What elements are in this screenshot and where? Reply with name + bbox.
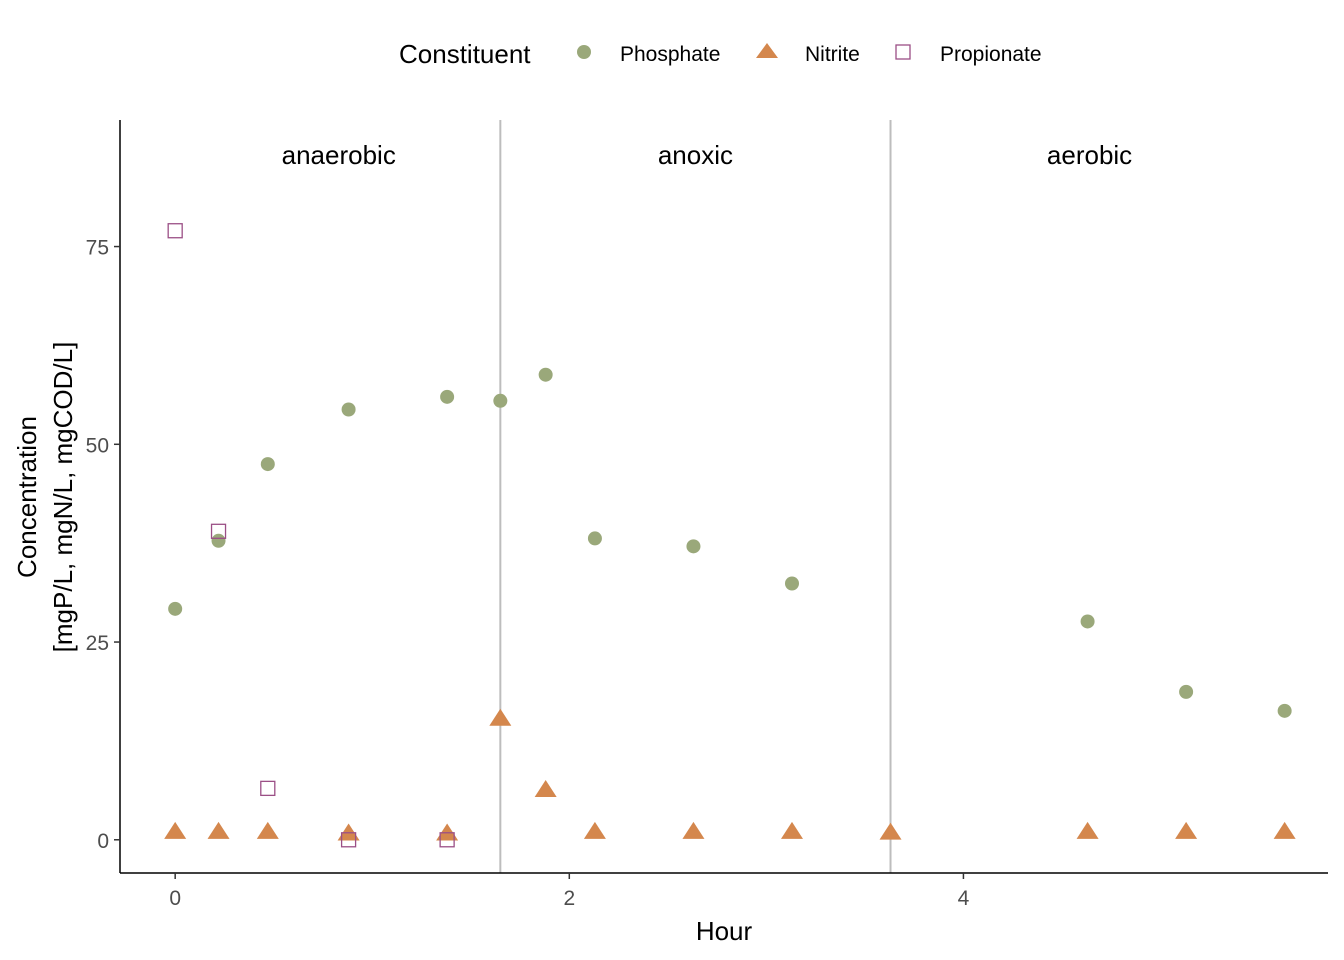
point-nitrite-4 xyxy=(436,823,459,841)
y-axis-title: Concentration [mgP/L, mgN/L, mgCOD/L] xyxy=(12,342,78,653)
point-nitrite-8 xyxy=(682,821,705,839)
phase-label-aerobic: aerobic xyxy=(1047,140,1132,170)
point-propionate-0 xyxy=(167,223,183,239)
y-tick-label-0: 0 xyxy=(97,830,109,853)
legend-key-propionate xyxy=(895,44,911,60)
point-phosphate-7 xyxy=(587,531,602,546)
y-tick-label-25: 25 xyxy=(86,632,109,655)
legend-label-nitrite: Nitrite xyxy=(805,43,860,66)
point-nitrite-0 xyxy=(164,821,187,839)
phase-labels: anaerobic anoxic aerobic xyxy=(282,140,1133,170)
legend-key-nitrite xyxy=(756,43,778,58)
point-phosphate-9 xyxy=(784,576,799,591)
point-nitrite-5 xyxy=(489,708,512,726)
phase-label-anaerobic: anaerobic xyxy=(282,140,396,170)
point-nitrite-7 xyxy=(583,821,606,839)
y-axis-title-line-2: [mgP/L, mgN/L, mgCOD/L] xyxy=(48,342,78,653)
point-nitrite-11 xyxy=(1076,821,1099,839)
point-propionate-3 xyxy=(340,832,357,848)
y-tick-label-50: 50 xyxy=(86,434,109,457)
x-axis-title: Hour xyxy=(696,916,753,946)
point-phosphate-6 xyxy=(538,367,553,382)
point-phosphate-11 xyxy=(1179,684,1194,699)
legend-title: Constituent xyxy=(399,39,531,69)
x-tick-label-4: 4 xyxy=(958,887,970,910)
point-phosphate-1 xyxy=(211,533,226,548)
x-tick-label-0: 0 xyxy=(169,887,181,910)
legend-label-propionate: Propionate xyxy=(940,43,1042,66)
point-phosphate-5 xyxy=(493,393,508,408)
point-phosphate-10 xyxy=(1080,614,1095,629)
x-axis-ticks: 0 2 4 xyxy=(169,873,970,910)
point-nitrite-10 xyxy=(879,822,902,840)
point-phosphate-3 xyxy=(341,402,356,417)
point-nitrite-3 xyxy=(337,823,360,841)
point-propionate-2 xyxy=(260,780,276,797)
legend-key-phosphate xyxy=(577,45,591,59)
point-nitrite-12 xyxy=(1175,821,1198,839)
point-phosphate-12 xyxy=(1277,703,1292,718)
point-nitrite-13 xyxy=(1273,821,1296,839)
point-phosphate-2 xyxy=(260,457,275,472)
phase-boundaries xyxy=(499,120,892,873)
y-axis-ticks: 0 25 50 75 xyxy=(86,237,120,853)
x-tick-label-2: 2 xyxy=(563,887,575,910)
point-phosphate-8 xyxy=(686,539,701,554)
legend: Constituent Phosphate Nitrite Propionate xyxy=(399,39,1042,69)
point-propionate-1 xyxy=(210,523,227,539)
point-phosphate-0 xyxy=(168,601,183,616)
y-axis-title-line-1: Concentration xyxy=(12,416,42,578)
y-tick-label-75: 75 xyxy=(86,237,109,260)
point-nitrite-9 xyxy=(780,821,803,839)
point-nitrite-6 xyxy=(534,779,557,797)
point-phosphate-4 xyxy=(440,389,455,404)
point-nitrite-2 xyxy=(256,821,279,839)
legend-label-phosphate: Phosphate xyxy=(620,43,720,66)
data-points xyxy=(164,223,1296,848)
point-propionate-4 xyxy=(439,832,455,848)
phase-label-anoxic: anoxic xyxy=(658,140,733,170)
point-nitrite-1 xyxy=(207,821,230,839)
